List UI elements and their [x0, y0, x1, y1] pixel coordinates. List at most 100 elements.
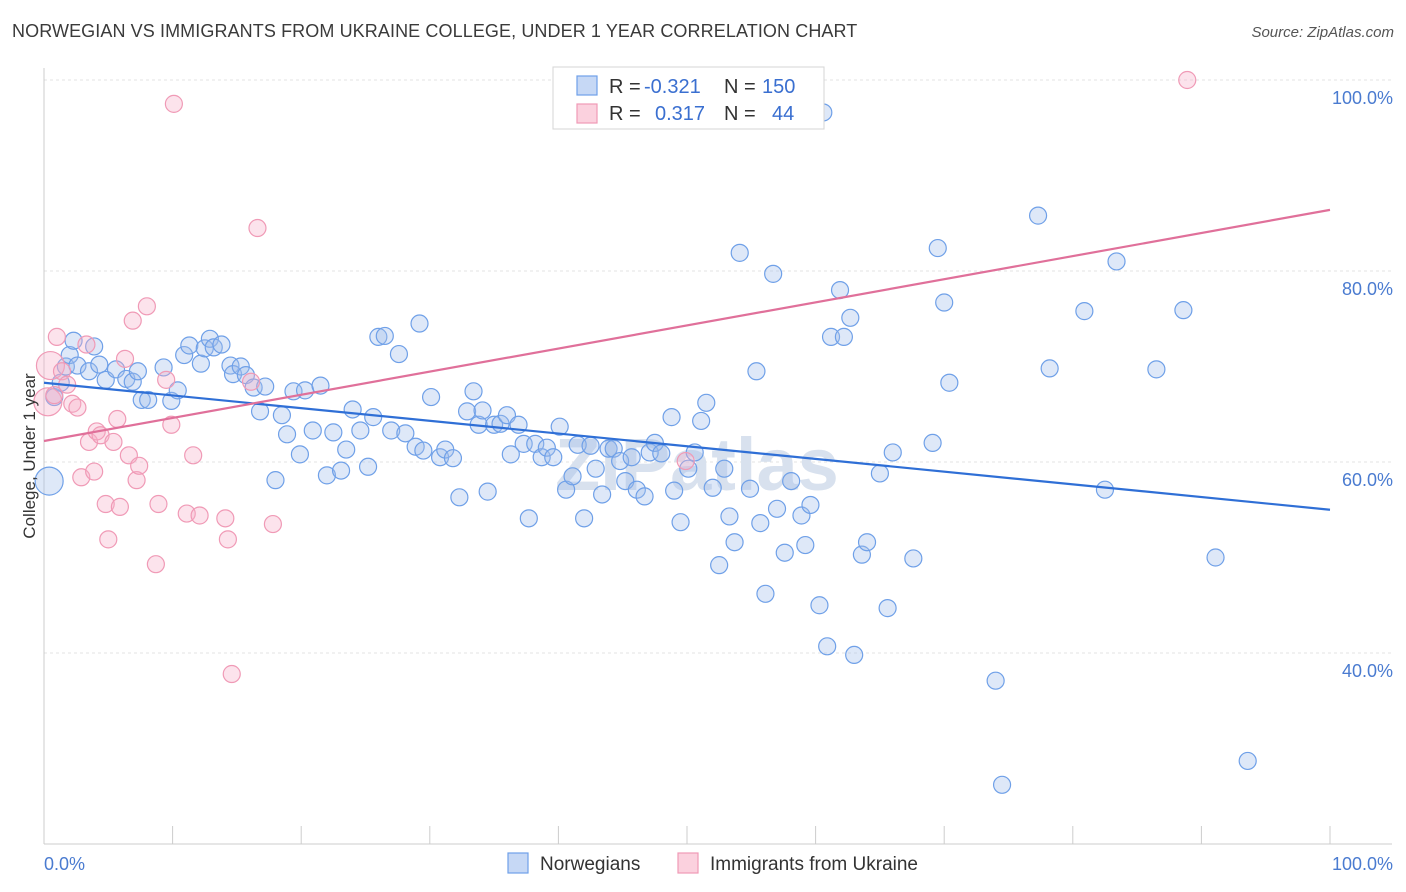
- norwegians-point: [775, 543, 794, 562]
- ukraine-point: [149, 494, 168, 514]
- norwegians-point: [581, 436, 600, 455]
- norwegians-point: [537, 438, 556, 457]
- ukraine-point: [162, 415, 181, 434]
- y-tick-labels: 100.0% 80.0% 60.0% 40.0%: [1332, 88, 1393, 681]
- ukraine-point: [110, 497, 129, 516]
- norwegians-point: [200, 329, 219, 348]
- legend-r-label: R =: [609, 76, 641, 98]
- norwegians-point: [767, 499, 787, 518]
- legend-n-label: N =: [724, 76, 756, 98]
- norwegians-point: [652, 444, 671, 463]
- norwegians-point: [870, 464, 890, 483]
- norwegians-point: [593, 485, 612, 504]
- norwegians-point: [857, 533, 877, 552]
- norwegians-point: [128, 362, 147, 381]
- norwegians-point: [801, 495, 820, 515]
- ukraine-point: [96, 494, 115, 514]
- norwegians-point: [586, 459, 605, 478]
- ukraine-point: [157, 370, 176, 389]
- norwegians-point: [697, 393, 716, 412]
- norwegians-point: [485, 415, 504, 434]
- norwegians-point: [1107, 252, 1126, 271]
- norwegians-point: [324, 423, 343, 442]
- norwegians-point: [1238, 751, 1257, 771]
- norwegians-point: [358, 457, 378, 476]
- ukraine-point: [108, 409, 127, 429]
- trend-lines: [43, 208, 1331, 511]
- norwegians-point: [331, 461, 351, 480]
- x-tick-labels: 0.0% 100.0%: [44, 854, 1393, 874]
- norwegians-point: [375, 326, 394, 346]
- norwegians-point: [992, 775, 1012, 794]
- norwegians-point: [317, 466, 337, 485]
- norwegians-point: [191, 354, 210, 373]
- norwegians-point: [841, 308, 860, 327]
- ukraine-point: [137, 297, 156, 316]
- norwegians-point: [692, 411, 711, 431]
- norwegians-points: [34, 103, 1257, 794]
- norwegians-point: [290, 445, 310, 464]
- norwegians-point: [450, 488, 469, 507]
- ukraine-point: [99, 530, 118, 549]
- y-axis-title: College, Under 1 year: [20, 373, 39, 539]
- norwegians-point: [878, 599, 897, 618]
- ukraine-point: [222, 664, 241, 684]
- y-tick-label: 100.0%: [1332, 88, 1393, 108]
- ukraine-point: [676, 451, 695, 471]
- norwegians-point: [1075, 302, 1094, 321]
- norwegians-point: [796, 535, 815, 555]
- ukraine-point: [68, 398, 87, 417]
- legend-n-value: 150: [762, 76, 795, 98]
- ukraine-point: [190, 506, 209, 525]
- legend-n-value: 44: [772, 103, 794, 125]
- ukraine-point: [45, 386, 64, 405]
- legend-r-value: 0.317: [655, 103, 705, 125]
- ukraine-point: [85, 462, 104, 481]
- correlation-legend: R = -0.321 N = 150 R = 0.317 N = 44: [552, 66, 825, 130]
- ukraine-points: [33, 70, 1197, 684]
- norwegians-point: [212, 335, 231, 354]
- ukraine-point: [130, 456, 149, 475]
- norwegians-point: [337, 440, 356, 459]
- norwegians-point: [904, 549, 923, 568]
- norwegians-point: [883, 443, 902, 462]
- ukraine-point: [248, 218, 267, 238]
- norwegians-point: [256, 377, 275, 396]
- ukraine-point: [184, 446, 203, 465]
- norwegians-point: [519, 509, 538, 528]
- norwegians-point: [457, 402, 477, 421]
- norwegians-point: [473, 401, 492, 420]
- norwegians-point: [563, 467, 582, 486]
- ukraine-point: [1178, 70, 1197, 90]
- norwegians-point: [923, 433, 942, 452]
- norwegians-point: [622, 448, 641, 467]
- ukraine-point: [263, 514, 283, 534]
- norwegians-point: [464, 382, 483, 401]
- norwegians-point: [611, 451, 630, 471]
- norwegians-point: [725, 533, 744, 552]
- norwegians-point: [175, 345, 194, 365]
- norwegians-point: [751, 514, 770, 533]
- norwegians-point: [266, 471, 285, 490]
- norwegians-point: [272, 406, 292, 425]
- norwegians-point: [123, 372, 142, 391]
- series-legend: Norwegians Immigrants from Ukraine: [507, 852, 918, 875]
- norwegians-point: [940, 373, 959, 392]
- norwegians-point: [575, 509, 594, 528]
- norwegians-point: [303, 421, 322, 440]
- legend-swatch-norwegians: [576, 75, 598, 96]
- norwegians-point: [756, 584, 775, 603]
- norwegians-point: [599, 439, 618, 458]
- norwegians-point: [715, 459, 734, 478]
- ukraine-point: [164, 94, 183, 113]
- norwegians-point: [396, 424, 415, 443]
- norwegians-point: [845, 645, 864, 665]
- norwegians-point: [821, 327, 841, 346]
- norwegians-point: [1040, 359, 1059, 378]
- norwegians-point: [635, 487, 654, 506]
- norwegians-point: [478, 482, 497, 501]
- norwegians-point: [351, 421, 370, 440]
- legend-n-label: N =: [724, 103, 756, 125]
- ukraine-point: [146, 555, 165, 574]
